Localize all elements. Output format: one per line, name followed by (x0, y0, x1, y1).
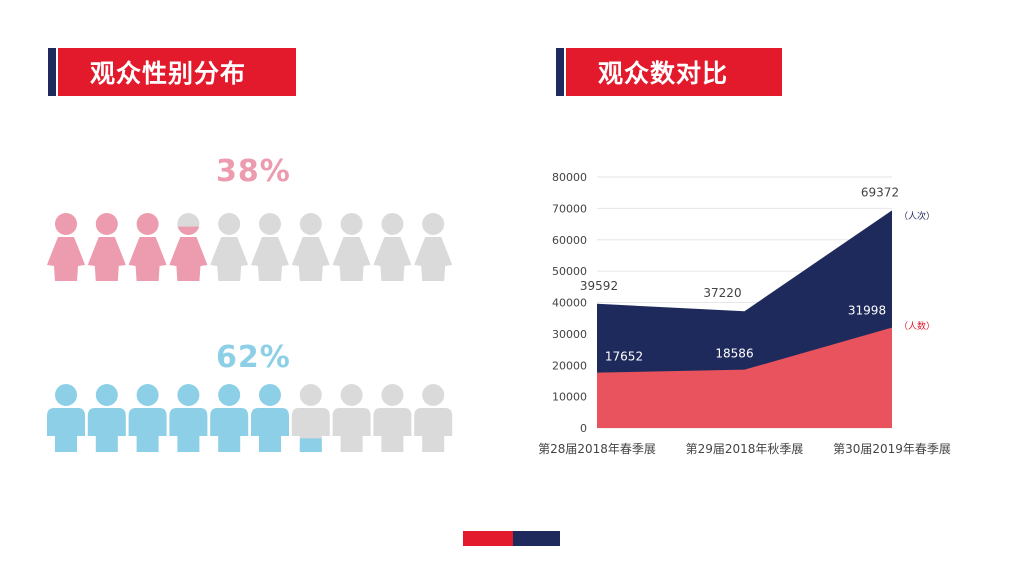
male-person-icon (332, 384, 371, 452)
y-tick-label: 10000 (552, 391, 587, 404)
male-person-icon (128, 384, 167, 452)
male-person-icon (291, 384, 330, 452)
female-person-icon (251, 213, 289, 281)
y-tick-label: 80000 (552, 171, 587, 184)
male-person-icon (47, 384, 85, 452)
y-tick-label: 20000 (552, 359, 587, 372)
data-label: 31998 (848, 304, 886, 318)
male-person-icon (414, 384, 453, 452)
female-person-icon (169, 213, 208, 281)
female-person-icon (373, 213, 412, 281)
male-person-icon (373, 384, 412, 452)
y-tick-label: 40000 (552, 297, 587, 310)
data-label: 17652 (605, 350, 643, 364)
visitor-section-header: 观众数对比 (556, 48, 782, 96)
male-person-icon (87, 384, 126, 452)
data-label: 39592 (580, 279, 618, 293)
female-person-icon (128, 213, 167, 281)
y-tick-label: 70000 (552, 202, 587, 215)
female-percent: 38% (216, 154, 291, 189)
footer-red-bar (463, 531, 513, 546)
gender-section-title: 观众性别分布 (58, 48, 296, 96)
female-person-icon (210, 213, 249, 281)
y-tick-label: 60000 (552, 234, 587, 247)
female-person-icon (47, 213, 85, 281)
male-person-icon (210, 384, 249, 452)
data-label: 18586 (715, 347, 753, 361)
series-area-people (597, 327, 892, 428)
female-person-icon (291, 213, 330, 281)
series-legend-label: （人次） (899, 210, 935, 222)
male-percent: 62% (216, 340, 291, 375)
visitor-section-title: 观众数对比 (566, 48, 782, 96)
male-person-icon (251, 384, 289, 452)
y-tick-label: 0 (580, 422, 587, 435)
series-legend-label: （人数） (899, 320, 935, 332)
female-person-icon (332, 213, 371, 281)
x-category-label: 第29届2018年秋季展 (686, 442, 804, 456)
data-label: 37220 (703, 286, 741, 300)
female-person-icon (87, 213, 126, 281)
header-accent-bar (48, 48, 56, 96)
x-category-label: 第30届2019年春季展 (833, 442, 951, 456)
footer-navy-bar (513, 531, 560, 546)
y-tick-label: 30000 (552, 328, 587, 341)
male-person-icon (169, 384, 208, 452)
x-category-label: 第28届2018年春季展 (538, 442, 656, 456)
y-tick-label: 50000 (552, 265, 587, 278)
header-accent-bar (556, 48, 564, 96)
gender-section-header: 观众性别分布 (48, 48, 296, 96)
data-label: 69372 (861, 185, 899, 199)
female-person-icon (414, 213, 453, 281)
